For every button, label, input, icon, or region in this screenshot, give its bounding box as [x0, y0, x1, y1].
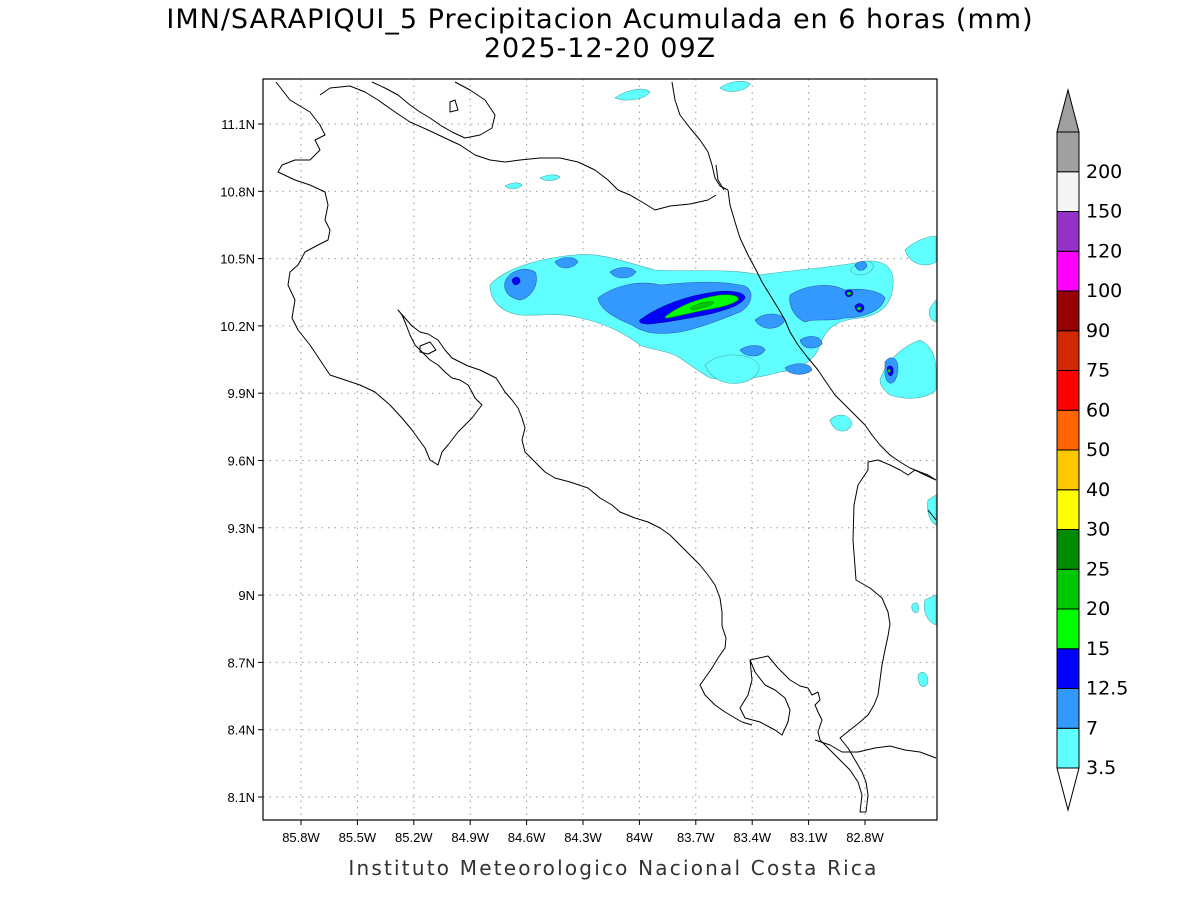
x-tick-label: 84.6W — [508, 830, 546, 845]
x-tick-label: 85.8W — [282, 830, 320, 845]
y-axis: 11.1N 10.8N 10.5N 10.2N 9.9N 9.6N 9.3N 9N 8.7N 8.… — [220, 117, 263, 805]
colorbar-bin — [1056, 608, 1080, 650]
colorbar-label: 30 — [1086, 519, 1110, 541]
y-tick-label: 11.1N — [221, 117, 255, 132]
x-tick-label: 84W — [626, 830, 653, 845]
coastline — [275, 81, 937, 813]
colorbar-bin — [1056, 409, 1080, 451]
colorbar-extend-low — [1056, 767, 1080, 812]
x-tick-label: 83.1W — [790, 830, 828, 845]
colorbar-bin — [1056, 370, 1080, 411]
y-tick-label: 8.4N — [228, 723, 255, 738]
colorbar-bin — [1056, 211, 1080, 252]
colorbar: 3.5 7 12.5 15 20 25 30 40 50 60 75 90 100 120 150 200 — [1056, 88, 1128, 812]
colorbar-label: 20 — [1086, 598, 1110, 620]
x-tick-label: 85.2W — [395, 830, 433, 845]
colorbar-bin — [1056, 131, 1080, 173]
colorbar-label: 7 — [1086, 717, 1098, 739]
colorbar-bin — [1056, 489, 1080, 530]
colorbar-bin — [1056, 250, 1080, 292]
y-tick-label: 9.9N — [228, 386, 255, 401]
colorbar-bin — [1056, 688, 1080, 729]
x-tick-label: 84.3W — [564, 830, 602, 845]
colorbar-label: 120 — [1086, 240, 1122, 262]
colorbar-bin — [1056, 727, 1080, 769]
y-tick-label: 9N — [238, 588, 255, 603]
x-tick-label: 82.8W — [846, 830, 884, 845]
colorbar-label: 15 — [1086, 638, 1110, 660]
precipitation-field — [489, 81, 937, 688]
colorbar-label: 12.5 — [1086, 678, 1128, 700]
colorbar-bin — [1056, 648, 1080, 689]
colorbar-label: 75 — [1086, 360, 1110, 382]
y-tick-label: 9.3N — [228, 521, 255, 536]
y-tick-label: 9.6N — [228, 454, 255, 469]
colorbar-label: 3.5 — [1086, 757, 1116, 779]
colorbar-bin — [1056, 171, 1080, 212]
colorbar-bin — [1056, 330, 1080, 371]
colorbar-bin — [1056, 290, 1080, 332]
colorbar-label: 60 — [1086, 399, 1110, 421]
y-tick-label: 8.1N — [228, 790, 255, 805]
y-tick-label: 10.2N — [220, 319, 255, 334]
colorbar-bin — [1056, 529, 1080, 570]
credit-text: Instituto Meteorologico Nacional Costa R… — [348, 856, 879, 880]
map-area — [263, 79, 937, 820]
colorbar-label: 50 — [1086, 439, 1110, 461]
colorbar-label: 90 — [1086, 320, 1110, 342]
colorbar-bin — [1056, 449, 1080, 491]
x-tick-label: 85.5W — [339, 830, 377, 845]
y-tick-label: 10.8N — [220, 184, 255, 199]
x-tick-label: 83.4W — [733, 830, 771, 845]
x-tick-label: 83.7W — [677, 830, 715, 845]
colorbar-label: 40 — [1086, 479, 1110, 501]
colorbar-label: 100 — [1086, 280, 1122, 302]
x-axis: 85.8W 85.5W 85.2W 84.9W 84.6W 84.3W 84W 83.7W 83… — [282, 820, 885, 845]
colorbar-label: 150 — [1086, 201, 1122, 223]
map-title: IMN/SARAPIQUI_5 Precipitacion Acumulada … — [166, 4, 1034, 35]
colorbar-bin — [1056, 568, 1080, 610]
map-frame — [262, 78, 938, 821]
y-tick-label: 8.7N — [228, 655, 255, 670]
x-tick-label: 84.9W — [451, 830, 489, 845]
map-subtitle: 2025-12-20 09Z — [483, 33, 717, 64]
colorbar-extend-high — [1056, 88, 1080, 133]
y-tick-label: 10.5N — [220, 252, 255, 267]
colorbar-label: 200 — [1086, 161, 1122, 183]
colorbar-label: 25 — [1086, 558, 1110, 580]
